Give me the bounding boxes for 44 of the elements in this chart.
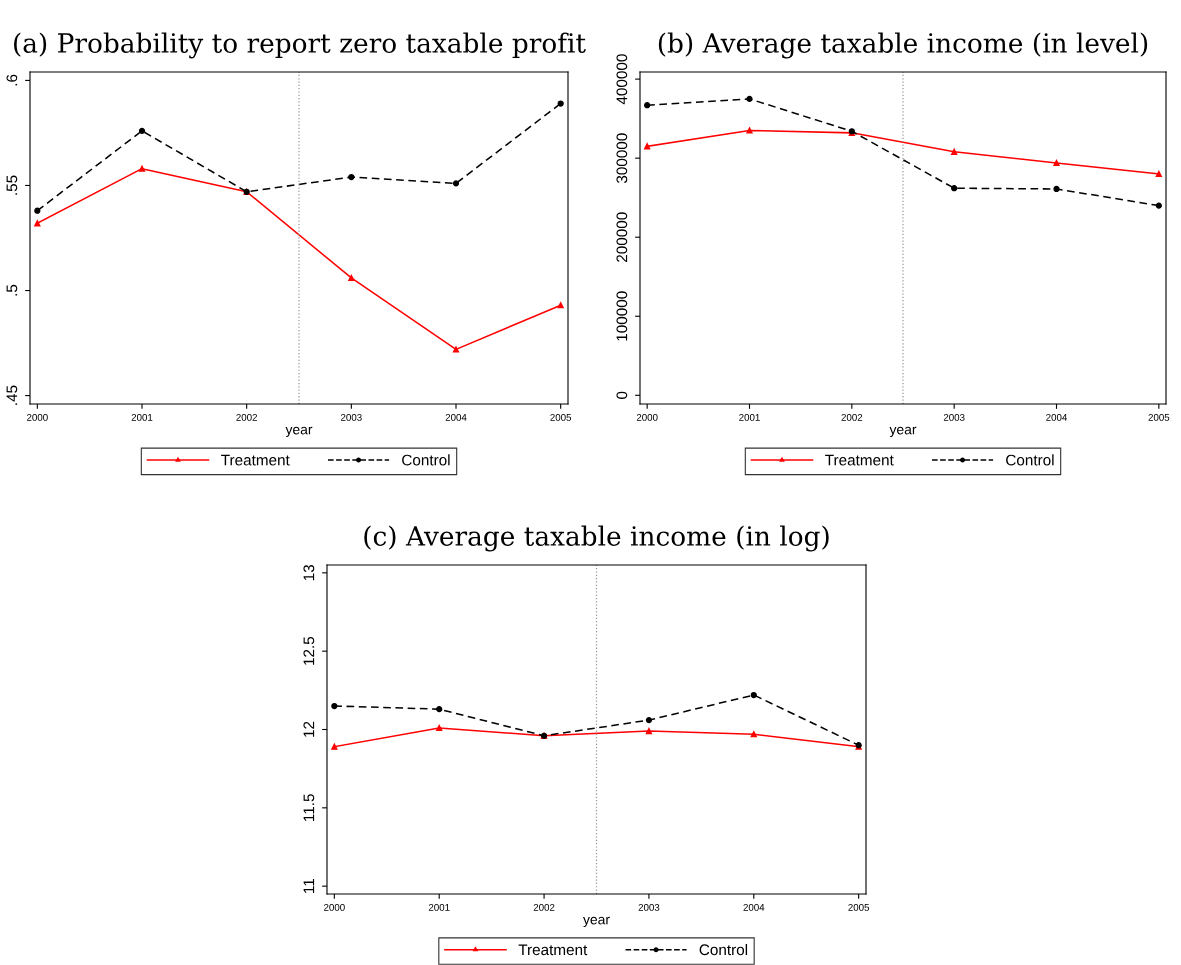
y-tick-label: 400000: [616, 54, 628, 105]
x-axis-title: year: [889, 426, 917, 438]
x-tick-label: 2004: [445, 413, 467, 421]
legend-label: Treatment: [221, 454, 290, 466]
x-tick-label: 2001: [739, 413, 760, 421]
x-tick-label: 2003: [638, 903, 660, 911]
legend-label: Treatment: [518, 944, 588, 956]
y-tick-label: 200000: [616, 212, 628, 262]
y-tick-label: 11.5: [303, 794, 315, 821]
y-tick-label: 11: [303, 878, 315, 893]
y-tick-label: 300000: [616, 133, 628, 184]
chart-title: (b) Average taxable income (in level): [658, 32, 1148, 59]
x-tick-label: 2004: [1046, 413, 1068, 421]
x-tick-label: 2003: [943, 413, 965, 421]
x-axis-title: year: [285, 426, 313, 438]
legend-label: Control: [1006, 454, 1054, 466]
legend-label: Control: [699, 943, 748, 956]
y-tick-label: .45: [6, 385, 18, 405]
x-tick-label: 2001: [428, 903, 450, 911]
x-tick-label: 2003: [341, 413, 362, 421]
y-tick-label: 12.5: [303, 636, 315, 665]
x-tick-label: 2005: [848, 903, 870, 911]
y-tick-label: 0: [616, 391, 628, 399]
x-tick-label: 2000: [324, 903, 345, 911]
chart-title: (c) Average taxable income (in log): [364, 525, 829, 552]
legend-label: Control: [402, 454, 450, 466]
x-tick-label: 2002: [236, 413, 257, 421]
legend-label: Treatment: [825, 454, 894, 466]
x-tick-label: 2000: [636, 413, 658, 421]
y-tick-label: .55: [6, 175, 18, 195]
y-tick-label: 12: [303, 721, 315, 737]
x-tick-label: 2005: [1148, 413, 1170, 421]
y-tick-label: 13: [303, 565, 315, 581]
x-tick-label: 2001: [131, 413, 153, 421]
x-axis-title: year: [583, 916, 610, 928]
x-tick-label: 2005: [550, 413, 572, 421]
x-tick-label: 2004: [743, 903, 765, 911]
x-tick-label: 2002: [533, 903, 555, 911]
y-tick-label: .5: [6, 284, 18, 296]
x-tick-label: 2002: [841, 413, 863, 421]
x-tick-label: 2000: [27, 413, 48, 421]
y-tick-label: .6: [6, 74, 18, 86]
y-tick-label: 100000: [616, 291, 628, 341]
chart-title: (a) Probability to report zero taxable profit: [14, 32, 586, 59]
